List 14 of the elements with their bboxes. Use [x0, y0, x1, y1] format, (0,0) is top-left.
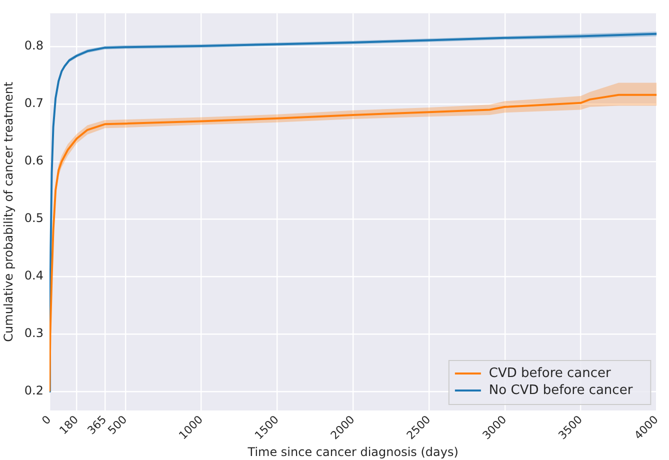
x-tick-label: 180 — [56, 413, 81, 438]
y-tick-label: 0.2 — [24, 384, 44, 398]
x-axis-title: Time since cancer diagnosis (days) — [246, 444, 458, 459]
y-axis-title: Cumulative probability of cancer treatment — [1, 82, 16, 342]
legend-label: CVD before cancer — [488, 366, 612, 381]
y-tick-label: 0.5 — [24, 211, 44, 226]
y-tick-label: 0.3 — [24, 326, 44, 340]
y-tick-label: 0.7 — [24, 96, 44, 110]
y-tick-label: 0.8 — [24, 38, 44, 53]
x-tick-label: 0 — [39, 413, 54, 428]
x-tick-label: 500 — [105, 413, 130, 438]
y-tick-label: 0.6 — [24, 154, 44, 168]
y-tick-label: 0.4 — [24, 268, 44, 283]
legend-label: No CVD before cancer — [488, 382, 634, 398]
